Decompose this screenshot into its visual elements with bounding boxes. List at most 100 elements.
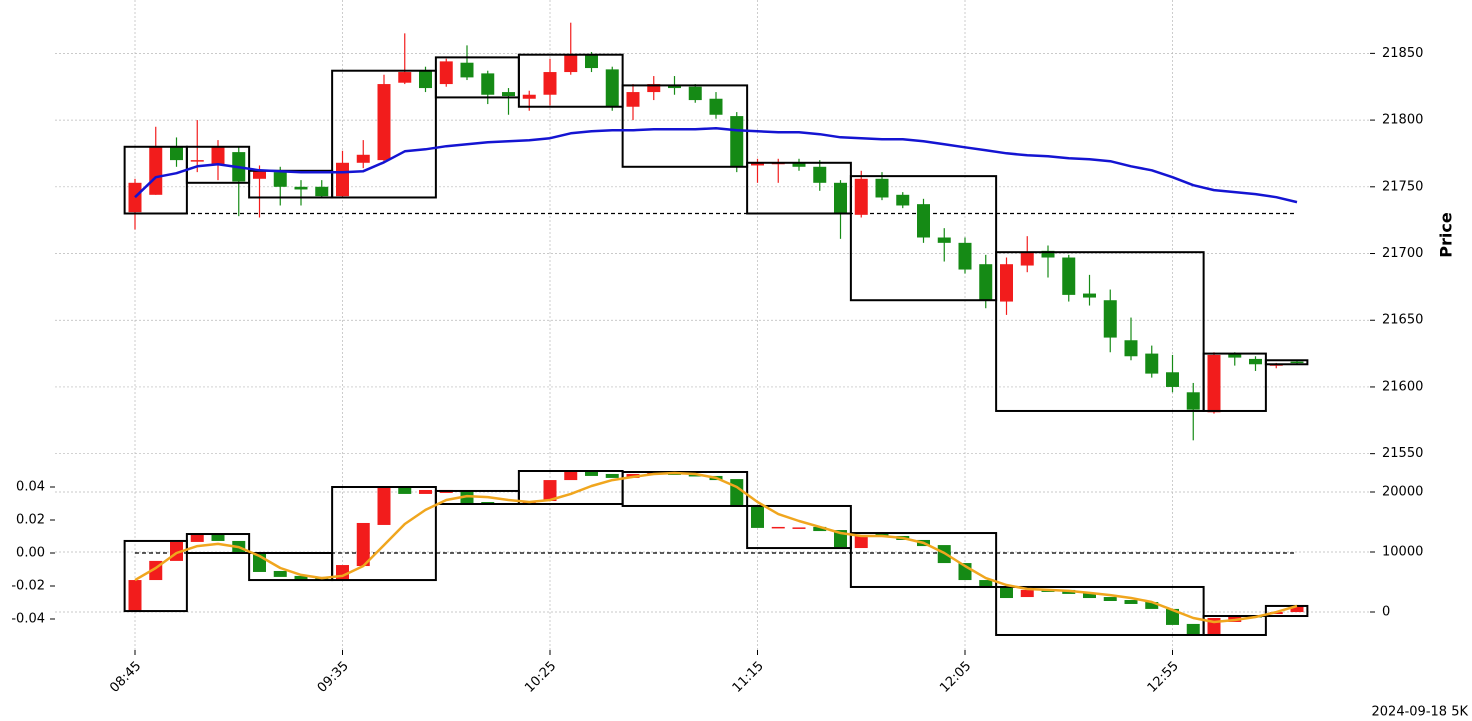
candle-body xyxy=(1103,300,1117,338)
candle-body xyxy=(1145,601,1159,609)
trend-line xyxy=(134,471,1298,624)
candle-body xyxy=(979,264,993,301)
candle-body xyxy=(647,84,661,93)
candle-body xyxy=(1166,608,1179,625)
candle-body xyxy=(585,54,598,69)
x-tick-label: 08:45 xyxy=(107,659,144,696)
candle-body xyxy=(1083,293,1096,298)
candle-body xyxy=(896,194,910,206)
candle-body xyxy=(1207,354,1221,413)
candle-body xyxy=(751,162,764,166)
y-tick-label: 21700 xyxy=(1382,246,1423,261)
candle-body xyxy=(1186,392,1200,410)
candle-body xyxy=(502,92,515,97)
candle-body xyxy=(854,535,868,549)
x-tick-label: 12:55 xyxy=(1145,659,1182,696)
candle-body xyxy=(128,182,142,213)
candle-body xyxy=(273,570,287,577)
candle-body xyxy=(253,170,266,179)
range-box xyxy=(331,69,437,199)
candle-body xyxy=(419,70,432,89)
y-tick-label: 0.04 xyxy=(16,480,45,495)
x-tick-label: 12:05 xyxy=(937,659,974,696)
candle-body xyxy=(564,471,578,481)
candle-body xyxy=(1145,353,1159,374)
y-tick-label: 21800 xyxy=(1382,113,1423,128)
candle-body xyxy=(1186,623,1200,635)
candle-body xyxy=(273,172,287,187)
range-box xyxy=(185,145,251,184)
candle-body xyxy=(128,580,142,612)
range-box xyxy=(849,175,998,302)
candle-body xyxy=(792,162,806,167)
candle-body xyxy=(336,162,349,197)
range-box xyxy=(621,470,749,507)
y-tick-label: 21650 xyxy=(1382,313,1423,328)
candle-body xyxy=(1020,589,1034,598)
y2-tick-label: 10000 xyxy=(1382,545,1423,560)
candle-body xyxy=(190,534,204,542)
range-box xyxy=(331,486,437,582)
candle-body xyxy=(1249,358,1262,365)
y-tick-label: 21750 xyxy=(1382,179,1423,194)
candle-body xyxy=(398,72,412,83)
y-tick-label: -0.04 xyxy=(11,611,45,626)
y-tick-label: 0.02 xyxy=(16,513,45,528)
candle-body xyxy=(1000,264,1013,302)
candle-body xyxy=(170,146,183,161)
candle-body xyxy=(771,526,785,529)
trend-line xyxy=(134,126,1298,204)
y-axis-label: Price xyxy=(1437,212,1456,258)
range-box xyxy=(123,539,188,613)
candle-body xyxy=(1041,250,1055,258)
candle-body xyxy=(813,526,827,532)
y-tick-label: 21550 xyxy=(1382,446,1423,461)
range-box xyxy=(185,533,251,554)
candle-body xyxy=(813,166,827,183)
candle-body xyxy=(1000,586,1013,599)
candle-body xyxy=(294,575,308,581)
candle-body xyxy=(917,204,930,238)
candle-body xyxy=(875,178,889,198)
candle-body xyxy=(979,580,993,588)
candle-body xyxy=(1166,372,1179,387)
range-box xyxy=(1202,615,1267,636)
candle-body xyxy=(1020,252,1034,266)
candle-body xyxy=(564,54,578,73)
candle-body xyxy=(834,182,847,214)
candle-body xyxy=(585,471,598,476)
range-box xyxy=(1202,352,1267,412)
candle-body xyxy=(1103,597,1117,602)
candle-body xyxy=(751,504,764,528)
y2-tick-label: 20000 xyxy=(1382,485,1423,500)
candle-body xyxy=(958,242,972,270)
candle-body xyxy=(1228,353,1242,358)
candle-body xyxy=(937,237,951,243)
candle-body xyxy=(543,480,557,502)
range-box xyxy=(1264,604,1309,618)
candle-body xyxy=(522,94,536,99)
y-tick-label: 21850 xyxy=(1382,46,1423,61)
candle-body xyxy=(543,72,557,95)
y-tick-label: 0.00 xyxy=(16,545,45,560)
candle-body xyxy=(626,92,640,107)
footer-label: 2024-09-18 5K xyxy=(1372,705,1469,720)
candle-body xyxy=(356,154,370,163)
candle-body xyxy=(190,160,204,162)
candle-body xyxy=(854,178,868,215)
candle-body xyxy=(688,86,702,101)
candle-body xyxy=(356,522,370,567)
x-tick-label: 09:35 xyxy=(315,659,352,696)
candle-body xyxy=(460,62,474,78)
candle-body xyxy=(398,487,412,494)
candle-body xyxy=(439,61,453,85)
range-box xyxy=(995,585,1205,636)
candle-body xyxy=(419,489,432,494)
candle-body xyxy=(668,85,681,89)
candle-body xyxy=(688,474,702,477)
y2-tick-label: 0 xyxy=(1382,605,1390,620)
candle-body xyxy=(1290,605,1304,613)
y-tick-label: -0.02 xyxy=(11,578,45,593)
candle-body xyxy=(294,186,308,190)
range-box xyxy=(517,53,624,108)
